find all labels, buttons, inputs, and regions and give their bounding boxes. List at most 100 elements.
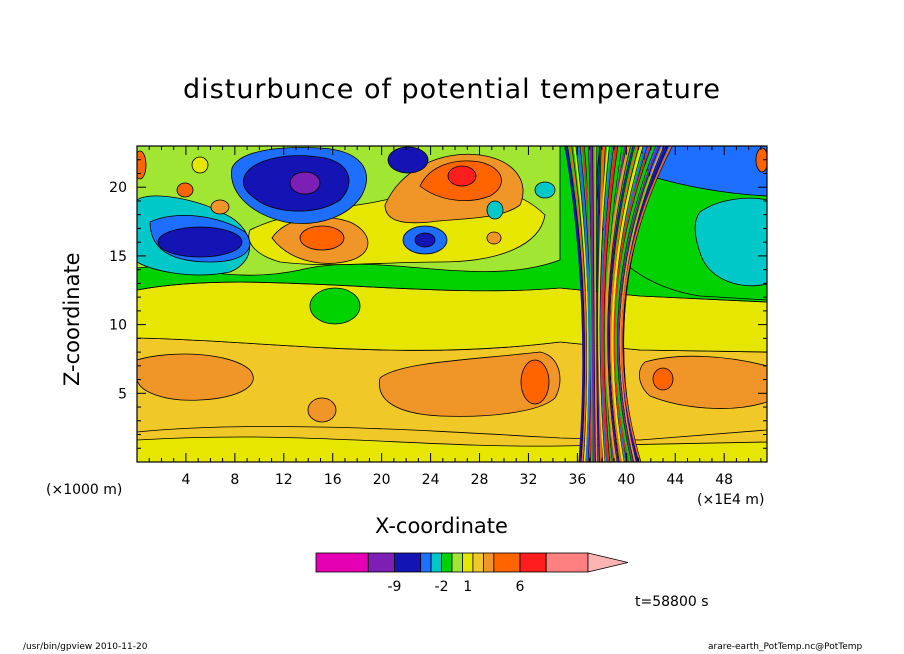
small-spot-3 (486, 231, 502, 245)
x-tick-label: 8 (230, 472, 239, 488)
column-streak (589, 146, 596, 462)
colorbar-segment (394, 552, 422, 573)
x-tick-label: 4 (181, 472, 190, 488)
column-contour (603, 146, 619, 462)
lower-warm-core (520, 359, 550, 405)
plot-area (136, 145, 768, 463)
column-streak (573, 146, 589, 462)
x-tick-label: 44 (666, 472, 684, 488)
x-unit-label: (×1000 m) (46, 482, 123, 498)
cold-core-mid (414, 232, 436, 248)
column-contour (567, 146, 586, 462)
column-contour (596, 146, 599, 462)
column-streak (598, 146, 609, 462)
column-streak (617, 146, 660, 462)
cold-blob-center-top (387, 146, 429, 174)
small-spot-1 (176, 182, 194, 198)
column-streak (619, 146, 664, 462)
y-tick-label: 10 (109, 318, 127, 334)
column-streak (577, 146, 592, 462)
lower-warm-left (137, 353, 254, 401)
column-streak (601, 146, 618, 462)
small-spot-2 (210, 199, 230, 215)
x-tick-label: 24 (422, 472, 440, 488)
lower-warm-right-core (652, 367, 674, 391)
colorbar-segment (462, 552, 474, 573)
column-contour (599, 146, 610, 462)
convective-column (564, 146, 673, 462)
colorbar-label: -2 (435, 579, 449, 595)
column-streak (609, 146, 639, 462)
column-streak (594, 146, 598, 462)
column-streak (596, 146, 601, 462)
x-tick-label: 48 (715, 472, 733, 488)
colorbar-segment (451, 552, 463, 573)
x-axis-ticks: 4 8 12 16 20 24 28 32 36 40 44 48 (148, 146, 762, 488)
column-streak (569, 146, 587, 462)
cold-core-top (289, 171, 321, 195)
colorbar-extension (587, 552, 629, 573)
column-streak (564, 146, 586, 462)
footer-source: arare-earth_PotTemp.nc@PotTemp (708, 642, 863, 652)
column-streak (586, 146, 593, 462)
cool-blob-center-bottom (309, 287, 361, 325)
x-axis-label: X-coordinate (375, 514, 508, 538)
colorbar-label: -9 (387, 579, 401, 595)
chart-title: disturbunce of potential temperature (183, 74, 721, 105)
plot-frame (136, 145, 768, 463)
y-tick-label: 15 (109, 249, 127, 265)
colorbar-label: 1 (463, 579, 472, 595)
column-streak (607, 146, 634, 462)
colorbar-segment (420, 552, 432, 573)
x-tick-label: 40 (617, 472, 635, 488)
colorbar-segment (493, 552, 521, 573)
colorbar-segment (315, 552, 369, 573)
column-contour (609, 146, 635, 462)
column-streak (600, 146, 613, 462)
column-streak (611, 146, 644, 462)
cold-core-left (157, 226, 243, 258)
colorbar-segment (367, 552, 395, 573)
column-contour (622, 146, 673, 462)
x-tick-label: 36 (568, 472, 586, 488)
small-spot-7 (191, 156, 209, 174)
footer-program: /usr/bin/gpview 2010-11-20 (23, 642, 148, 652)
x-tick-label: 12 (275, 472, 293, 488)
colorbar-segment (472, 552, 484, 573)
right-cyan-region (694, 197, 767, 287)
small-spot-5 (137, 150, 147, 180)
hot-spot-right (447, 165, 477, 187)
lower-warm-small (307, 397, 337, 423)
column-streak (613, 146, 651, 462)
column-contour (592, 146, 596, 462)
small-spot-4 (486, 200, 504, 220)
x-tick-label: 20 (373, 472, 391, 488)
y-tick-label: 20 (109, 180, 127, 196)
x-tick-label: 28 (471, 472, 489, 488)
time-label: t=58800 s (635, 594, 709, 610)
small-spot-8 (534, 181, 556, 199)
x-tick-label: 32 (520, 472, 538, 488)
x-tick-label: 16 (324, 472, 342, 488)
colorbar-segment (545, 552, 589, 573)
column-streak (605, 146, 631, 462)
column-contour (617, 146, 656, 462)
colorbar-segment (441, 552, 453, 573)
lower-warm-right (639, 355, 767, 409)
column-contour (571, 146, 588, 462)
colorbar-label: 6 (516, 579, 525, 595)
column-streak (621, 146, 672, 462)
small-spot-6 (755, 147, 767, 173)
colorbar-segment (482, 552, 495, 573)
column-contour (607, 146, 631, 462)
lower-warm-center (378, 351, 561, 417)
column-streak (614, 146, 656, 462)
colorbar-segment (430, 552, 442, 573)
x-scale-label: (×1E4 m) (697, 492, 765, 508)
y-tick-label: 5 (118, 386, 127, 402)
column-contour (619, 146, 661, 462)
warm-core-left (299, 225, 345, 251)
colorbar: -9 -2 1 6 (315, 552, 629, 595)
colorbar-segment (519, 552, 547, 573)
